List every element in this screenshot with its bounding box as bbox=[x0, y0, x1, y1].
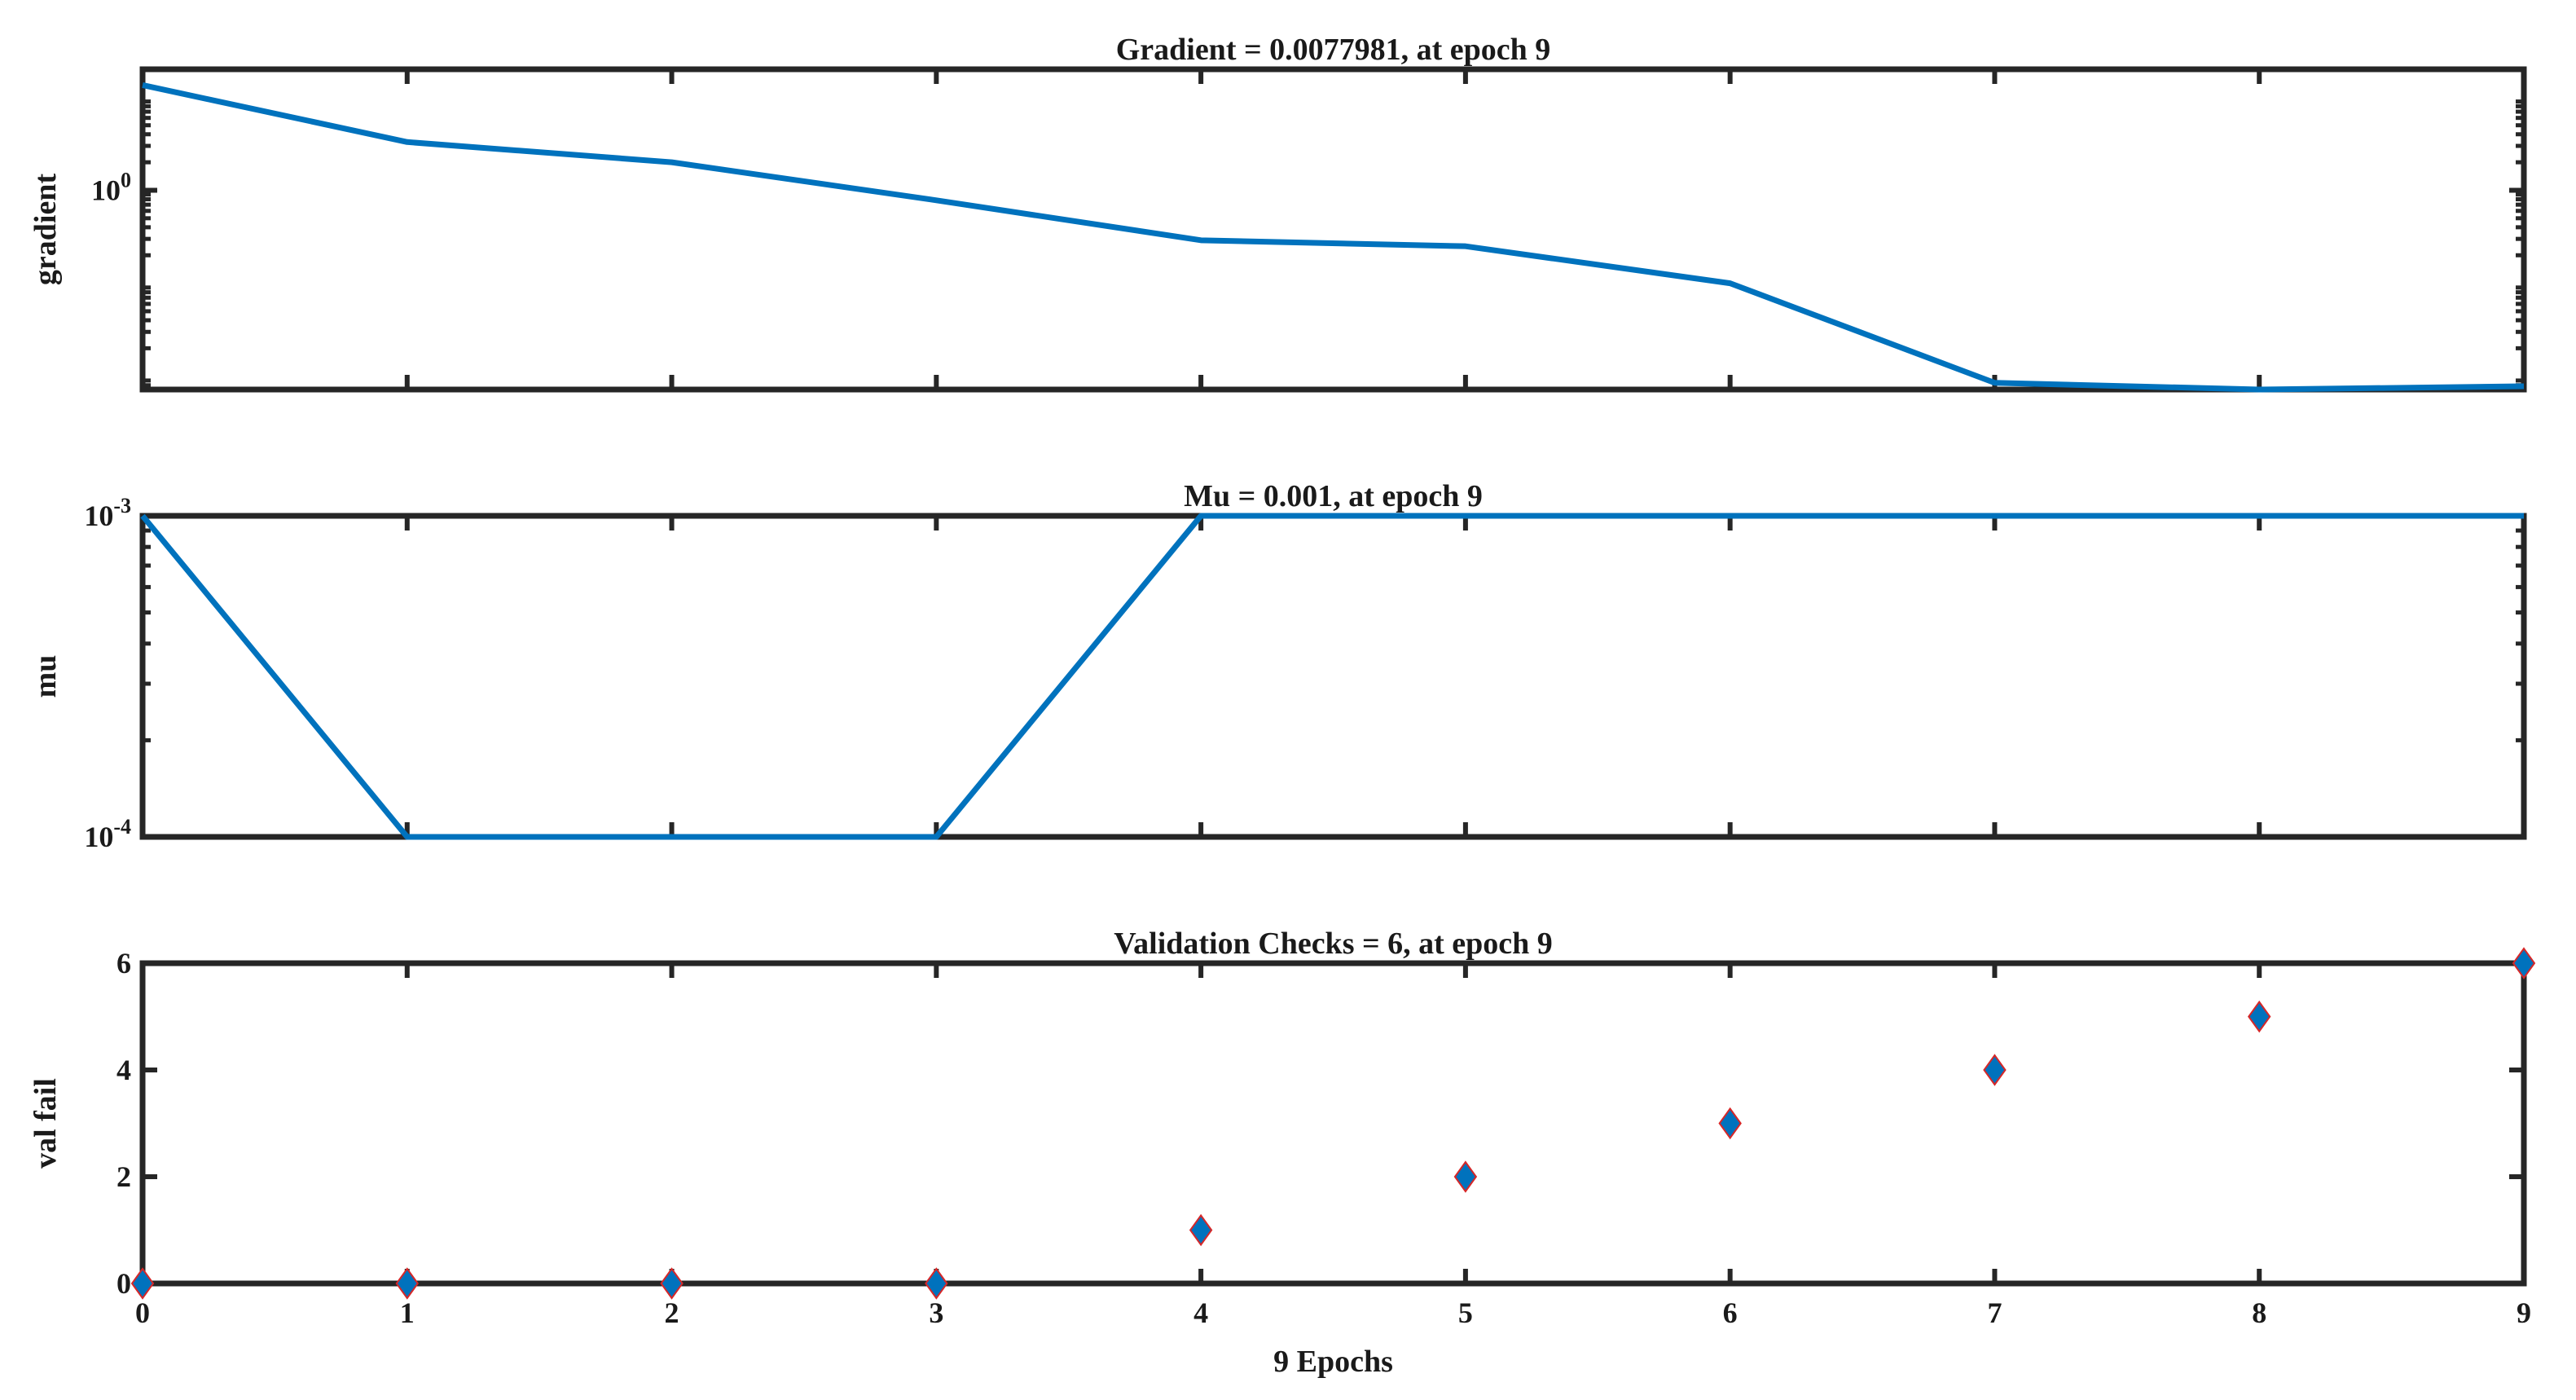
x-tick-label: 2 bbox=[665, 1297, 679, 1329]
y-tick-label: 0 bbox=[116, 1267, 131, 1300]
y-tick-label: 2 bbox=[116, 1160, 131, 1193]
diamond-marker bbox=[1983, 1054, 2007, 1086]
axes-title: Validation Checks = 6, at epoch 9 bbox=[1114, 927, 1553, 961]
diamond-marker bbox=[1189, 1213, 1213, 1247]
series-line bbox=[142, 82, 2525, 393]
x-tick-label: 4 bbox=[1193, 1297, 1208, 1329]
diamond-marker bbox=[395, 1267, 420, 1300]
y-tick-label: 4 bbox=[116, 1054, 131, 1086]
diamond-marker bbox=[2512, 947, 2536, 980]
axes-title: Mu = 0.001, at epoch 9 bbox=[1184, 479, 1483, 513]
x-tick-label: 3 bbox=[929, 1297, 943, 1329]
x-tick-label: 9 bbox=[2517, 1297, 2531, 1329]
y-tick-label: 100 bbox=[91, 168, 131, 206]
x-tick-label: 5 bbox=[1458, 1297, 1473, 1329]
x-tick-label: 0 bbox=[135, 1297, 150, 1329]
diamond-marker bbox=[2247, 1000, 2271, 1033]
y-axis-label: val fail bbox=[29, 1078, 63, 1169]
axes-panel-3: 0 1 2 3 4 5 6 7 8 9 0 2 4 6 Validation Checks = 6, at … bbox=[29, 927, 2536, 1379]
axes-panel-1: 100 Gradient = 0.0077981, at epoch 9 gradi… bbox=[29, 33, 2527, 393]
diamond-marker bbox=[925, 1267, 948, 1300]
axes-title: Gradient = 0.0077981, at epoch 9 bbox=[1116, 33, 1551, 67]
diamond-marker bbox=[1453, 1160, 1478, 1193]
axes-panel-2: 10-4 10-3 Mu = 0.001, at epoch 9 mu bbox=[29, 479, 2527, 853]
x-axis-label: 9 Epochs bbox=[1273, 1345, 1393, 1379]
y-axis-label: gradient bbox=[29, 174, 63, 286]
diamond-marker bbox=[130, 1267, 155, 1300]
y-axis-label: mu bbox=[29, 655, 63, 698]
diamond-marker bbox=[660, 1267, 684, 1300]
series-line bbox=[140, 513, 2524, 840]
x-tick-label: 1 bbox=[400, 1297, 415, 1329]
x-tick-label: 8 bbox=[2252, 1297, 2266, 1329]
plot-frame bbox=[139, 960, 2527, 1287]
y-tick-label: 10-3 bbox=[84, 494, 131, 532]
plot-frame bbox=[139, 66, 2527, 393]
y-tick-label: 10-4 bbox=[84, 815, 131, 853]
x-tick-label: 6 bbox=[1723, 1297, 1738, 1329]
plot-frame bbox=[139, 513, 2527, 840]
diamond-marker bbox=[1718, 1107, 1742, 1140]
x-tick-label: 7 bbox=[1987, 1297, 2002, 1329]
y-tick-label: 6 bbox=[116, 947, 131, 980]
